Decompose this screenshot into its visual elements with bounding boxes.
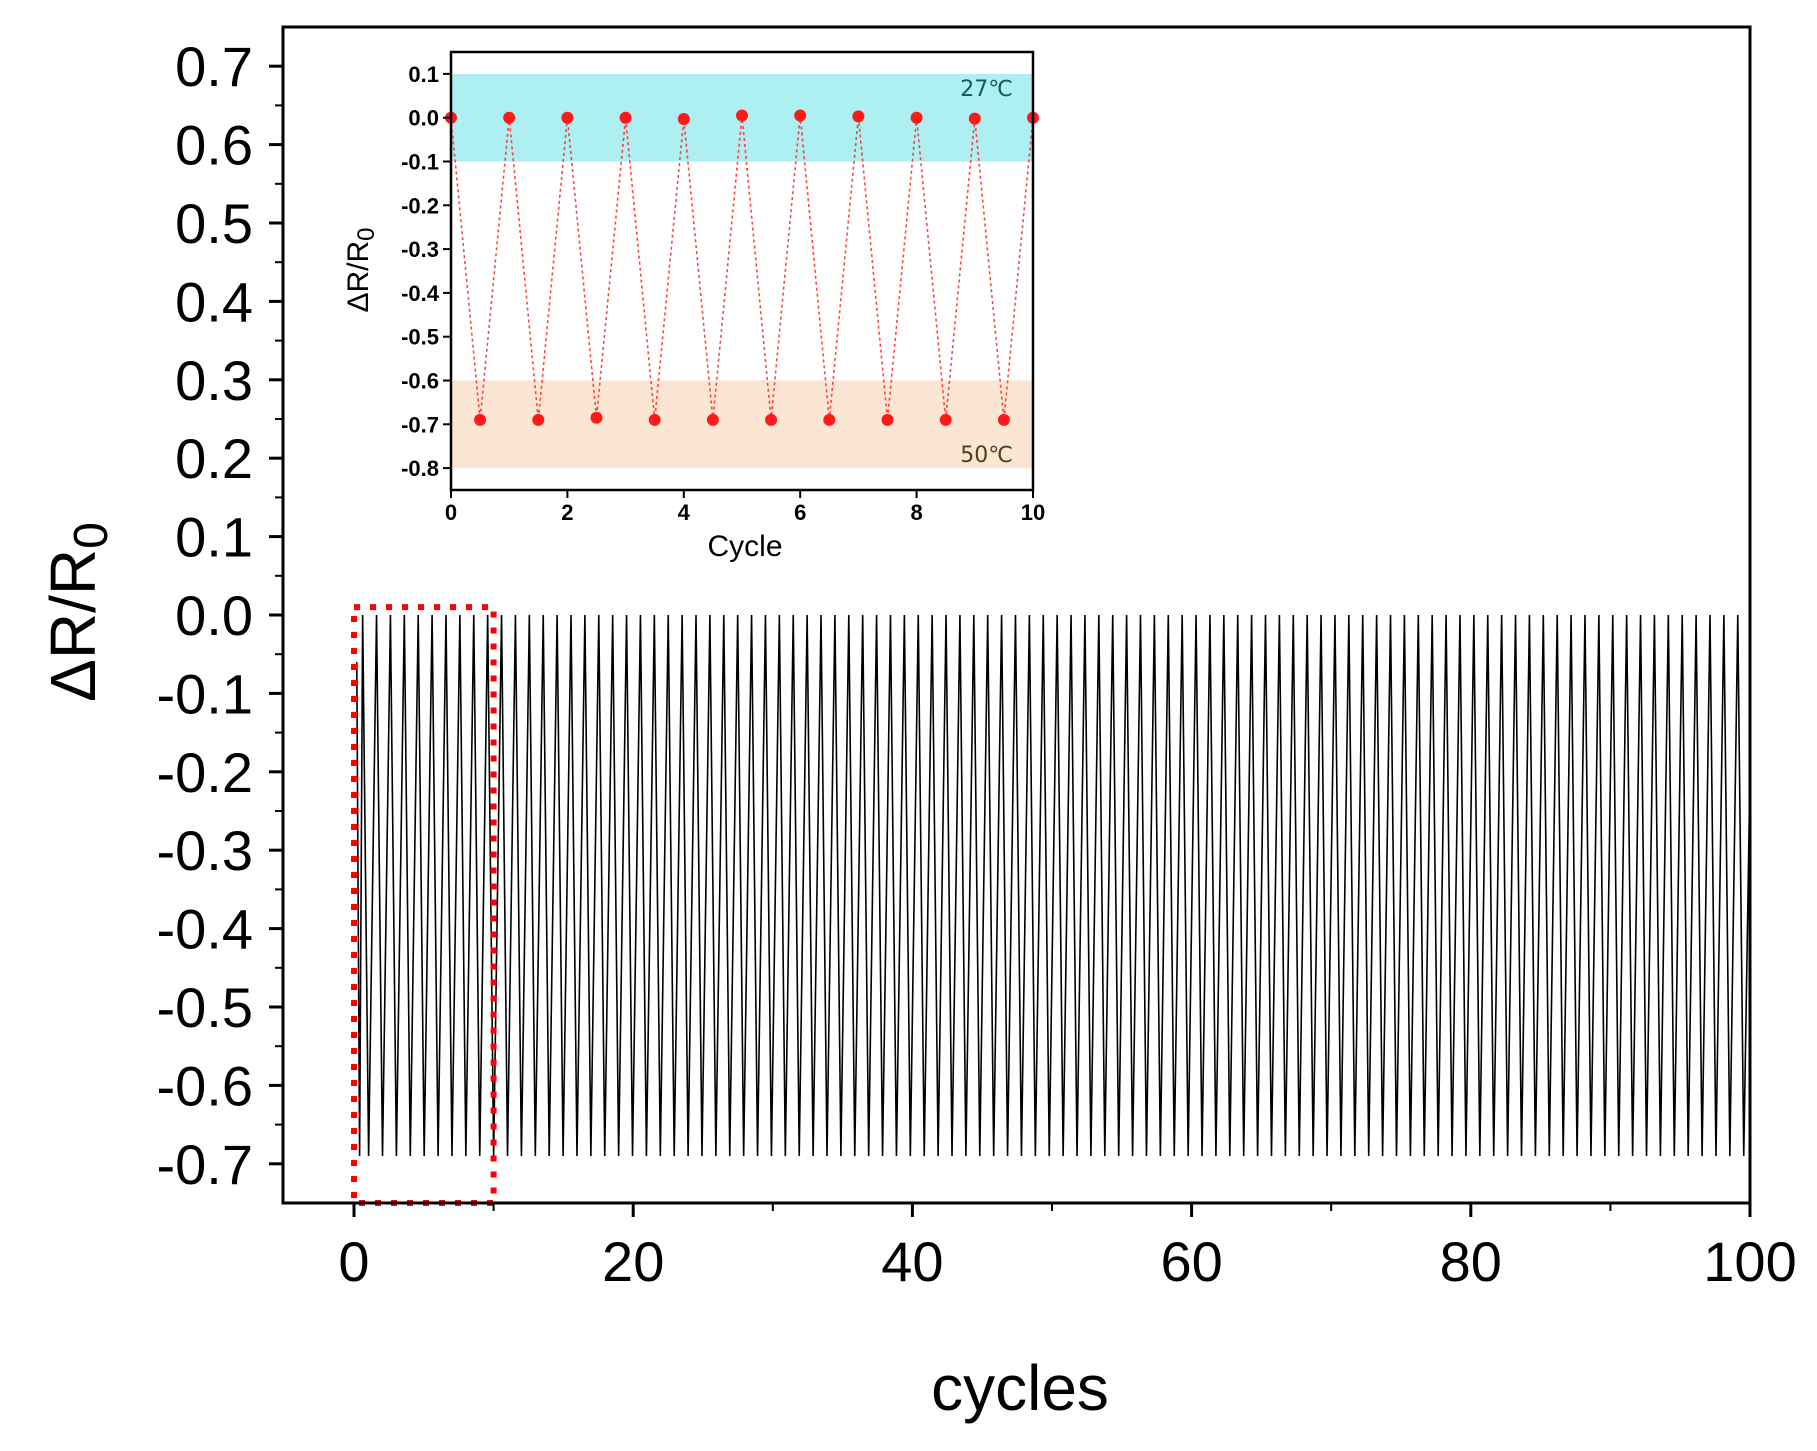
inset-y-tick-label: 0.1: [408, 62, 439, 87]
main-y-tick-label: -0.5: [157, 976, 254, 1039]
inset-data-point: [706, 413, 719, 426]
main-y-tick-label: 0.6: [175, 114, 253, 177]
inset-x-tick-label: 0: [445, 500, 457, 525]
inset-x-tick-label: 6: [794, 500, 806, 525]
main-x-tick-label: 40: [881, 1230, 943, 1293]
inset-x-tick-label: 10: [1021, 500, 1045, 525]
main-plot: 0.7 0.6 0.5 0.4 0.3 0.2 0.1 0.0 -0.1 -0.2 -0.3 -0.4…: [37, 25, 1797, 1424]
inset-band-label-1: 50℃: [960, 443, 1013, 468]
inset-data-point: [794, 109, 807, 122]
inset-series-layer: [445, 109, 1039, 426]
inset-y-tick-label: -0.1: [401, 150, 439, 175]
inset-y-tick-label: -0.3: [401, 237, 439, 262]
inset-y-axis-label-sub: 0: [353, 227, 380, 240]
main-y-tick-label: -0.1: [157, 662, 254, 725]
inset-y-tick-label: -0.6: [401, 369, 439, 394]
inset-x-axis-label: Cycle: [707, 530, 782, 563]
inset-data-point: [619, 111, 632, 124]
inset-data-point: [590, 411, 603, 424]
inset-x-tick-label: 4: [678, 500, 691, 525]
inset-x-tick-label: 8: [910, 500, 922, 525]
inset-data-point: [997, 413, 1010, 426]
main-x-tick-label: 60: [1160, 1230, 1222, 1293]
main-y-axis-label: ΔR/R0: [37, 522, 118, 702]
main-series-layer: [355, 614, 1751, 1156]
inset-data-point: [561, 111, 574, 124]
main-x-tick-label: 20: [602, 1230, 664, 1293]
inset-y-axis-label: ΔR/R0: [342, 227, 380, 312]
inset-data-point: [968, 112, 981, 125]
inset-band-1: [451, 380, 1033, 469]
inset-y-tick-label: -0.4: [401, 281, 440, 306]
main-y-tick-label: -0.4: [157, 898, 254, 961]
inset-data-point: [852, 110, 865, 123]
inset-y-tick-label: 0.0: [408, 106, 439, 131]
inset-data-point: [736, 109, 748, 122]
inset-axes-frame: [449, 50, 1035, 492]
inset-data-point: [474, 413, 487, 426]
inset-y-tick-label: -0.2: [401, 193, 439, 218]
main-ticks-layer: 0.7 0.6 0.5 0.4 0.3 0.2 0.1 0.0 -0.1 -0.2 -0.3 -0.4…: [157, 35, 1797, 1293]
main-y-tick-label: -0.3: [157, 819, 254, 882]
inset-data-point: [881, 413, 894, 426]
main-x-axis-label: cycles: [931, 1352, 1109, 1424]
main-y-axis-label-main: ΔR/R: [37, 549, 109, 702]
main-y-tick-label: 0.2: [175, 427, 253, 490]
main-x-tick-label: 0: [338, 1230, 369, 1293]
main-y-tick-label: 0.0: [175, 584, 253, 647]
main-y-tick-label: -0.2: [157, 741, 254, 804]
main-y-tick-label: -0.6: [157, 1054, 254, 1117]
main-x-tick-label: 80: [1440, 1230, 1502, 1293]
inset-x-tick-label: 2: [561, 500, 573, 525]
inset-data-point: [910, 111, 923, 124]
inset-y-tick-label: -0.7: [401, 412, 439, 437]
main-x-tick-label: 100: [1703, 1230, 1796, 1293]
inset-y-tick-label: -0.5: [401, 325, 439, 350]
inset-axes-layer: [449, 50, 1035, 492]
inset-ticks-layer: 0.1 0.0 -0.1 -0.2 -0.3 -0.4 -0.5 -0.6 -0.7 -0.80 2…: [401, 62, 1045, 525]
inset-data-point: [939, 413, 952, 426]
inset-data-point: [677, 113, 690, 126]
main-y-tick-label: 0.5: [175, 192, 253, 255]
inset-data-point: [648, 413, 661, 426]
inset-data-point: [532, 413, 545, 426]
main-y-tick-label: 0.3: [175, 349, 253, 412]
inset-bands-layer: 27℃ 50℃: [451, 52, 1033, 490]
inset-data-point: [765, 413, 778, 426]
inset-band-label-0: 27℃: [960, 77, 1013, 102]
main-y-tick-label: -0.7: [157, 1133, 254, 1196]
inset-plot: 27℃ 50℃ 0.1 0.0 -0.1 -0.2 -0.3 -0.4 -0.5 -0.6 -0.…: [342, 50, 1045, 563]
main-y-tick-label: 0.1: [175, 506, 253, 569]
inset-data-point: [823, 413, 836, 426]
inset-y-tick-label: -0.8: [401, 456, 439, 481]
main-series-line: [355, 614, 1751, 1156]
main-y-tick-label: 0.7: [175, 35, 253, 98]
inset-data-point: [503, 111, 516, 124]
main-y-axis-label-sub: 0: [65, 522, 118, 549]
main-y-tick-label: 0.4: [175, 270, 253, 333]
inset-y-axis-label-main: ΔR/R: [342, 241, 375, 313]
